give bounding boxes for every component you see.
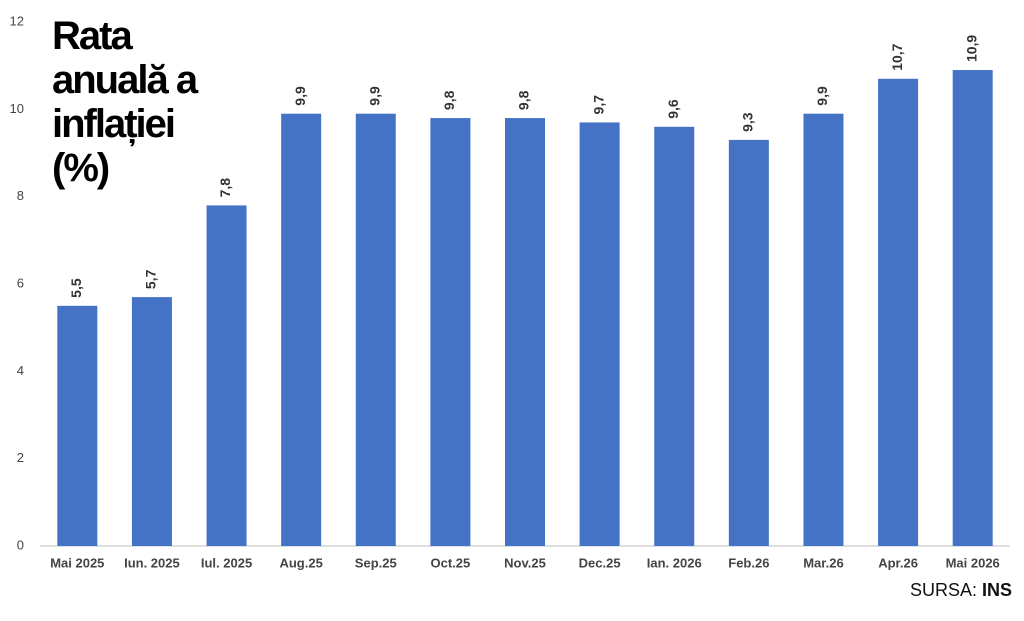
source-label: SURSA: <box>909 580 977 600</box>
bar <box>281 113 322 546</box>
x-tick-label: Feb.26 <box>728 555 769 570</box>
x-tick-label: Dec.25 <box>579 555 621 570</box>
bar <box>206 205 247 546</box>
value-label: 9,8 <box>441 90 457 110</box>
value-label: 5,7 <box>143 269 159 289</box>
x-tick-label: Sep.25 <box>355 555 397 570</box>
value-label: 9,3 <box>740 112 756 132</box>
x-tick-label: Iul. 2025 <box>201 555 252 570</box>
x-tick-label: Mai 2026 <box>946 555 1000 570</box>
y-tick-label: 10 <box>10 101 24 116</box>
bar <box>505 118 545 547</box>
x-tick-label: Apr.26 <box>878 555 918 570</box>
value-label: 9,6 <box>665 99 681 119</box>
y-tick-label: 4 <box>17 363 24 378</box>
value-label: 10,9 <box>963 35 979 62</box>
value-label: 10,7 <box>889 43 905 70</box>
source: SURSA: INS <box>910 580 1012 601</box>
bar <box>878 78 919 547</box>
bar <box>355 113 396 546</box>
x-tick-label: Mar.26 <box>803 555 843 570</box>
x-tick-label: Oct.25 <box>431 555 471 570</box>
bar <box>728 139 769 546</box>
x-tick-label: Ian. 2026 <box>647 555 702 570</box>
bar <box>430 118 471 547</box>
value-label: 7,8 <box>217 178 233 198</box>
value-label: 9,9 <box>814 86 830 106</box>
x-tick-label: Iun. 2025 <box>124 555 180 570</box>
y-tick-label: 8 <box>17 188 24 203</box>
bar <box>654 126 695 547</box>
bar <box>57 305 98 546</box>
x-tick-label: Mai 2025 <box>50 555 104 570</box>
value-label: 9,8 <box>516 90 532 110</box>
value-label: 9,9 <box>292 86 308 106</box>
x-tick-label: Nov.25 <box>504 555 546 570</box>
bar <box>952 70 993 547</box>
y-tick-label: 6 <box>17 275 24 290</box>
bar <box>803 113 844 546</box>
y-tick-label: 12 <box>10 13 24 28</box>
x-tick-label: Aug.25 <box>279 555 322 570</box>
chart-title: Rata anuală a inflației (%) <box>52 14 198 190</box>
bar <box>131 297 172 546</box>
y-tick-label: 2 <box>17 450 24 465</box>
y-tick-label: 0 <box>17 537 24 552</box>
source-name: INS <box>981 580 1012 600</box>
value-label: 9,7 <box>590 95 606 115</box>
value-label: 5,5 <box>68 278 84 298</box>
value-label: 9,9 <box>366 86 382 106</box>
bar <box>579 122 620 546</box>
